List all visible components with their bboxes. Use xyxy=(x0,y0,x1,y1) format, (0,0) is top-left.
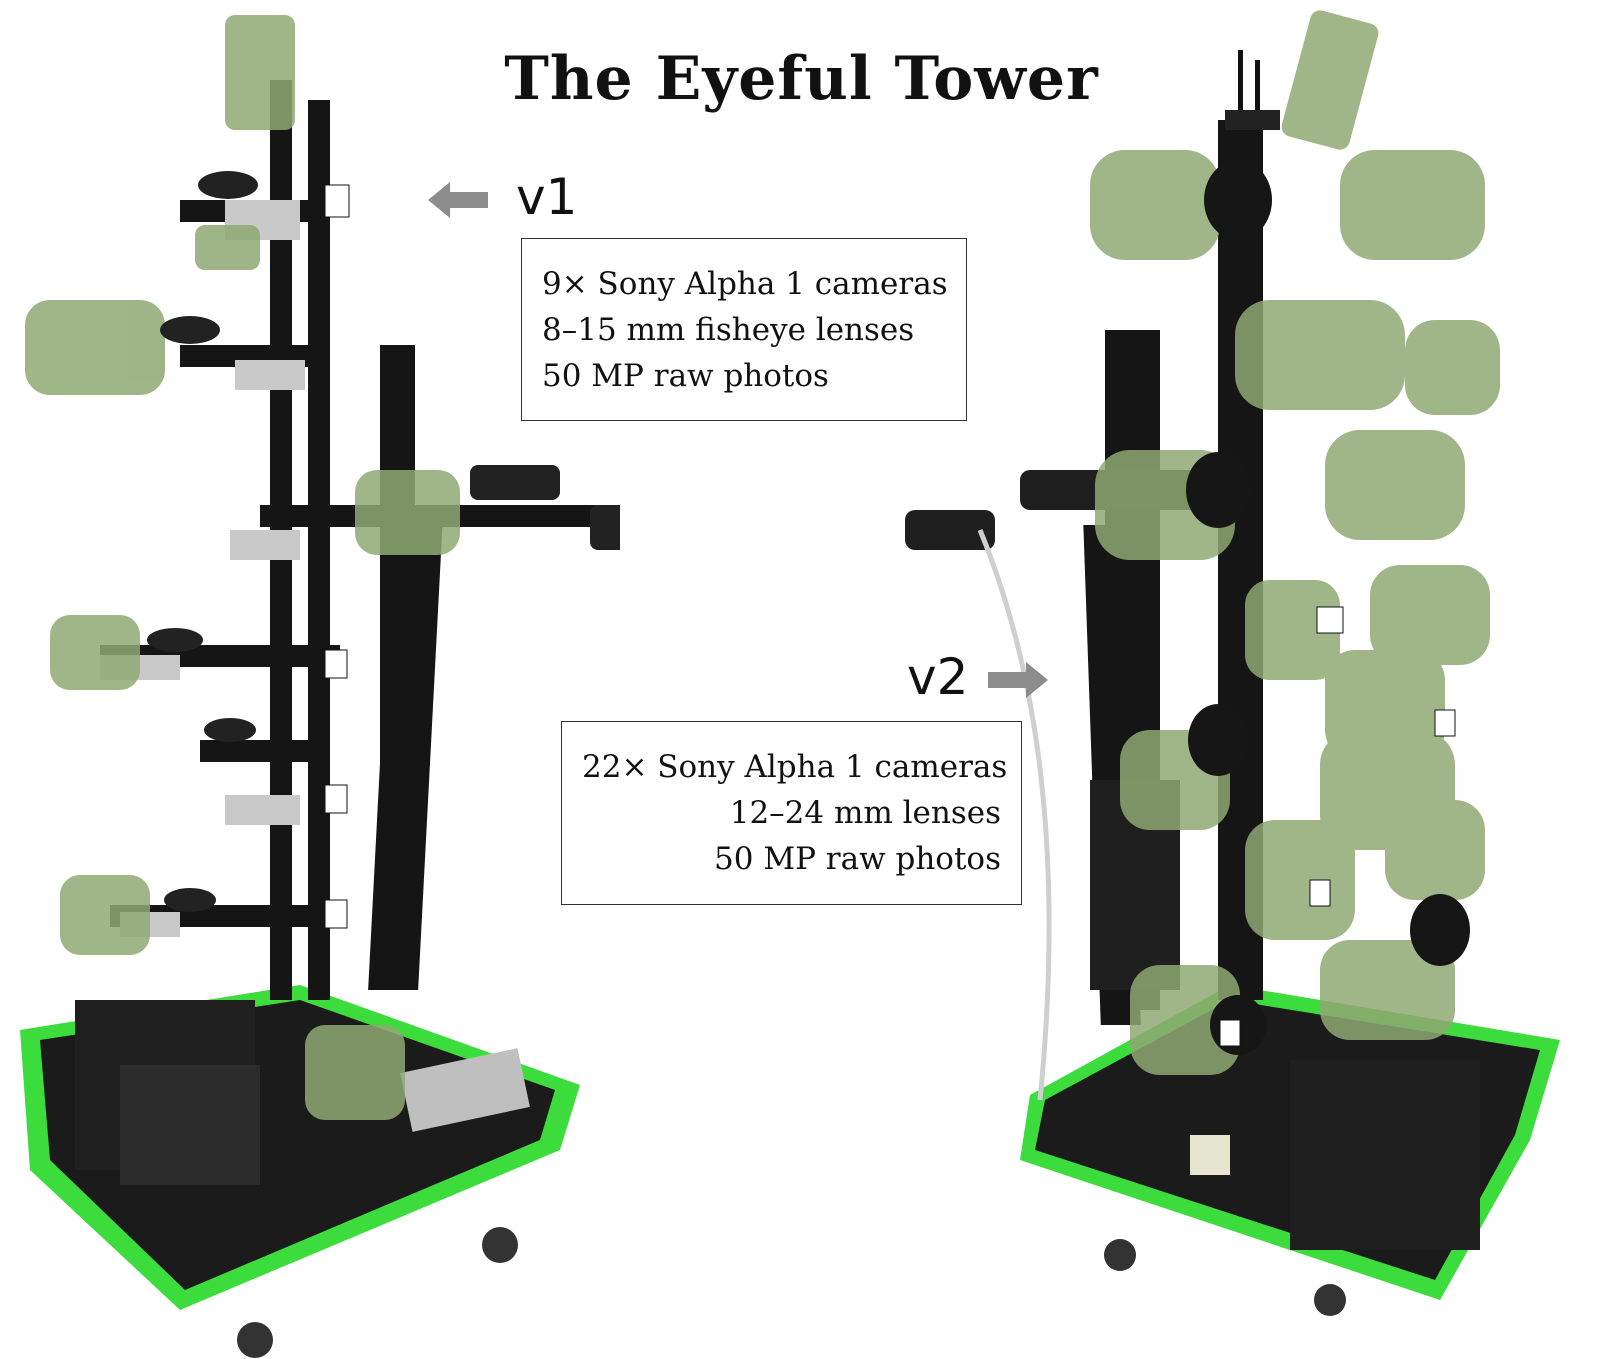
tower-v2-photo xyxy=(905,10,1560,1316)
v2-spec-photos: 50 MP raw photos xyxy=(714,841,1001,877)
v2-spec-box: 22× Sony Alpha 1 cameras 12–24 mm lenses… xyxy=(561,721,1022,905)
v2-label: v2 xyxy=(907,648,969,706)
v1-label: v1 xyxy=(516,168,578,226)
v1-spec-photos: 50 MP raw photos xyxy=(542,358,829,394)
v1-spec-box: 9× Sony Alpha 1 cameras 8–15 mm fisheye … xyxy=(521,238,967,421)
tower-v1-photo xyxy=(20,15,620,1358)
v2-spec-lenses: 12–24 mm lenses xyxy=(729,795,1001,831)
left-arrow-icon xyxy=(428,182,488,218)
v1-spec-lenses: 8–15 mm fisheye lenses xyxy=(542,312,915,348)
v1-spec-cameras: 9× Sony Alpha 1 cameras xyxy=(542,266,948,302)
right-arrow-icon xyxy=(988,662,1048,698)
figure-title: The Eyeful Tower xyxy=(504,44,1099,114)
v2-spec-cameras: 22× Sony Alpha 1 cameras xyxy=(582,749,1008,785)
